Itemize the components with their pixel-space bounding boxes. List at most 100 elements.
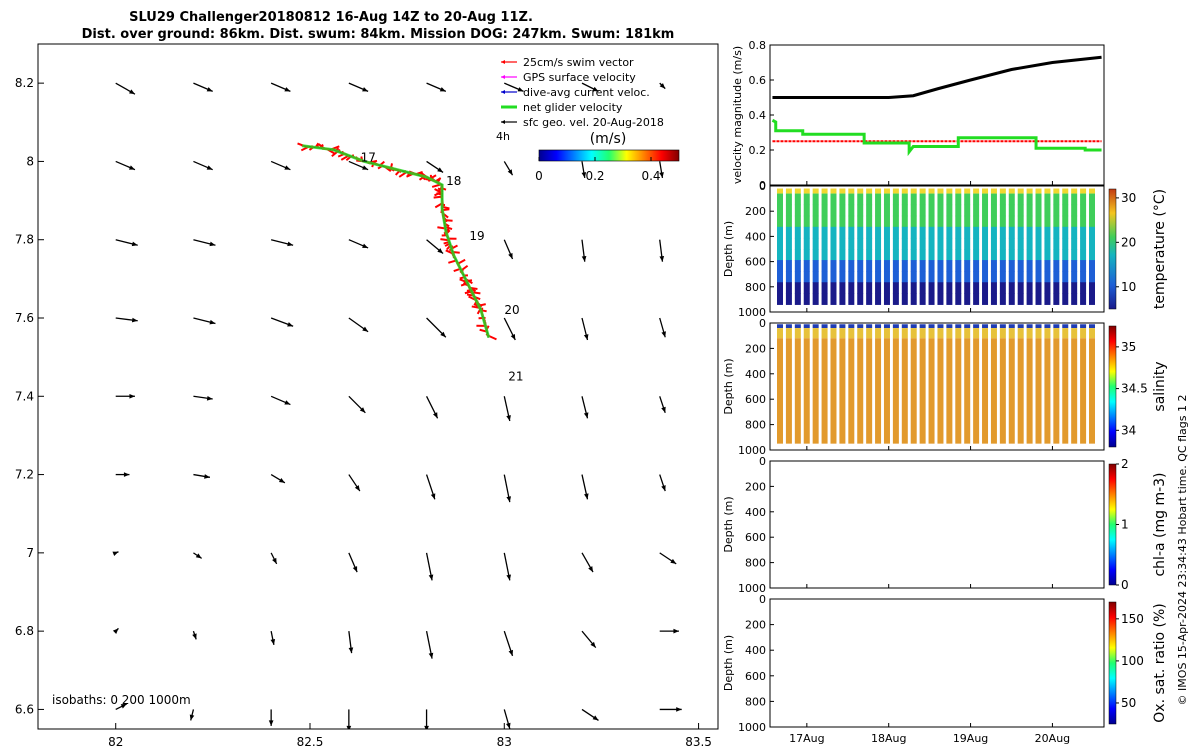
current-vector-head [284, 165, 291, 170]
temperature-cell [1008, 193, 1015, 206]
map-panel: 17 18 19 20 21 82 82.5 83 83.5 6.6 6.8 7 7.2 7.4 7.6… [15, 43, 719, 749]
salinity-surface-cell [777, 324, 783, 329]
temperature-cell [955, 237, 962, 250]
salinity-cell [892, 328, 899, 339]
temperature-cell [812, 237, 819, 250]
temperature-cell [928, 237, 935, 250]
profile-colorbar-tick-label: 35 [1121, 340, 1136, 354]
temperature-cell [866, 249, 873, 261]
temperature-cell [910, 193, 917, 206]
temperature-surface-cell [830, 188, 837, 194]
temperature-cell [919, 271, 926, 283]
temperature-cell [857, 193, 864, 206]
temperature-cell [777, 204, 783, 217]
temperature-cell [1062, 237, 1069, 250]
salinity-surface-cell [999, 324, 1006, 329]
temperature-surface-cell [1044, 188, 1051, 194]
map-y-tick-label: 7.4 [15, 389, 34, 403]
temperature-cell [777, 293, 783, 305]
temperature-cell [964, 282, 971, 294]
temperature-cell [1035, 226, 1042, 239]
temperature-cell [875, 226, 882, 239]
current-vector-head [362, 243, 369, 248]
temperature-cell [777, 237, 783, 250]
temperature-cell [1080, 226, 1087, 239]
temperature-cell [919, 193, 926, 206]
temperature-cell [785, 237, 792, 250]
temperature-cell [1062, 282, 1069, 294]
temperature-cell [1089, 193, 1095, 206]
profile-panel: 0 200 400 600 800 1000 Depth (m) 10 20 30 temperat… [722, 180, 1168, 319]
temperature-cell [1017, 293, 1024, 305]
temperature-cell [892, 260, 899, 272]
salinity-cell [1044, 338, 1051, 444]
temperature-cell [785, 260, 792, 272]
temperature-cell [1044, 271, 1051, 283]
temperature-cell [901, 282, 908, 294]
temperature-cell [901, 249, 908, 261]
day-label: 20 [504, 303, 519, 317]
isobath-label: isobaths: 0 200 1000m [52, 693, 191, 707]
temperature-cell [1089, 271, 1095, 283]
profile-colorbar-tick-label: 50 [1121, 696, 1136, 710]
temperature-surface-cell [839, 188, 846, 194]
temperature-cell [803, 226, 810, 239]
salinity-cell [1017, 328, 1024, 339]
velocity-y-tick-label: 0.4 [749, 109, 767, 122]
current-vector-head [204, 474, 210, 479]
temperature-cell [803, 282, 810, 294]
temperature-cell [1080, 249, 1087, 261]
temperature-cell [928, 249, 935, 261]
current-vector-head [506, 415, 511, 422]
temperature-cell [928, 282, 935, 294]
temperature-cell [848, 260, 855, 272]
temperature-cell [999, 204, 1006, 217]
salinity-cell [990, 328, 997, 339]
temperature-cell [803, 215, 810, 228]
temperature-cell [875, 271, 882, 283]
profile-colorbar-tick-label: 34 [1121, 423, 1136, 437]
temperature-cell [928, 226, 935, 239]
temperature-cell [1089, 293, 1095, 305]
current-vector-head [581, 255, 587, 262]
current-vector-head [437, 248, 444, 254]
time-x-tick-label: 18Aug [871, 732, 906, 745]
temperature-cell [1062, 249, 1069, 261]
temperature-cell [830, 282, 837, 294]
temperature-cell [973, 249, 980, 261]
temperature-cell [1026, 204, 1033, 217]
temperature-cell [777, 193, 783, 206]
temperature-cell [1071, 260, 1078, 272]
salinity-surface-cell [1089, 324, 1095, 329]
temperature-surface-cell [910, 188, 917, 194]
current-vector-head [129, 89, 135, 95]
temperature-cell [1062, 271, 1069, 283]
temperature-cell [892, 249, 899, 261]
temperature-cell [1080, 215, 1087, 228]
temperature-cell [1008, 249, 1015, 261]
temperature-cell [964, 204, 971, 217]
profile-y-tick-label: 200 [745, 619, 766, 632]
profile-y-label: Depth (m) [722, 221, 735, 277]
current-vector-head [584, 493, 589, 500]
current-vector-head [437, 167, 444, 173]
temperature-surface-cell [821, 188, 828, 194]
salinity-surface-cell [973, 324, 980, 329]
salinity-cell [794, 328, 801, 339]
temperature-cell [973, 215, 980, 228]
temperature-cell [1062, 226, 1069, 239]
profile-colorbar-label: Ox. sat. ratio (%) [1152, 603, 1168, 722]
profile-y-tick-label: 400 [745, 230, 766, 243]
temperature-cell [848, 249, 855, 261]
temperature-cell [910, 204, 917, 217]
map-y-ticks: 6.6 6.8 7 7.2 7.4 7.6 7.8 8 8.2 [15, 76, 44, 716]
profile-axes-box [769, 598, 1105, 728]
temperature-cell [964, 215, 971, 228]
colorbar-tick-label: 0 [535, 169, 543, 183]
temperature-cell [1062, 215, 1069, 228]
profile-colorbar-tick-label: 20 [1121, 235, 1136, 249]
temperature-cell [892, 193, 899, 206]
temperature-surface-cell [937, 188, 944, 194]
salinity-cell [1035, 338, 1042, 444]
